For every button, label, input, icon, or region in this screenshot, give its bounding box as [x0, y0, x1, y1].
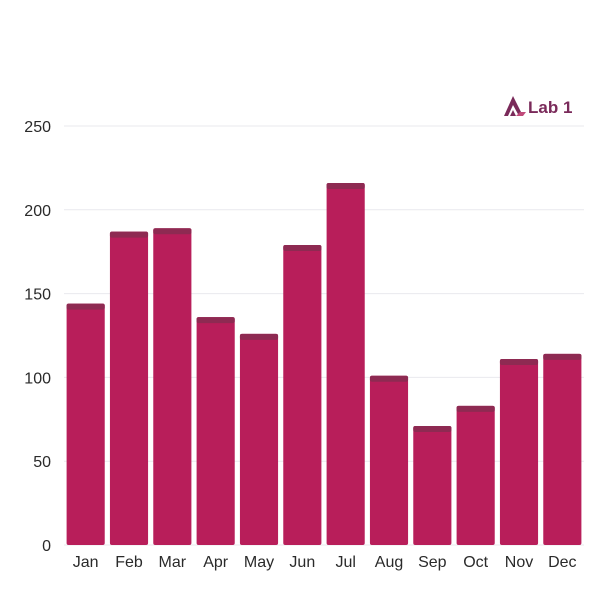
bar-cap-jan [66, 303, 105, 310]
x-tick-label: Oct [463, 554, 488, 571]
x-tick-label: Sep [418, 554, 447, 571]
bar-cap-mar [153, 228, 192, 235]
x-tick-label: Jun [289, 554, 315, 571]
bar-mar [153, 228, 192, 545]
bar-jul [326, 182, 365, 545]
bar-cap-feb [109, 231, 149, 238]
bar-cap-nov [499, 358, 539, 365]
bar-cap-oct [456, 405, 495, 412]
bar-cap-aug [369, 375, 409, 382]
bar-may [239, 333, 279, 545]
y-tick-label: 100 [24, 370, 51, 387]
brand-logo: Lab 1 [504, 96, 572, 117]
bar-apr [196, 317, 235, 545]
bar-cap-dec [543, 353, 582, 360]
lab-logo-icon-accent [516, 112, 526, 116]
bar-dec [543, 353, 582, 545]
lab-logo-icon [504, 96, 523, 116]
bar-jun [283, 244, 322, 545]
bar-nov [499, 358, 539, 545]
x-tick-label: Aug [375, 554, 403, 571]
x-tick-label: Mar [159, 554, 187, 571]
y-tick-label: 200 [24, 203, 51, 220]
brand-name: Lab 1 [528, 98, 572, 117]
bar-cap-apr [196, 317, 235, 324]
x-tick-label: Apr [203, 554, 229, 571]
bar-cap-may [239, 333, 279, 340]
bar-feb [109, 231, 149, 545]
x-tick-label: Jan [73, 554, 99, 571]
x-tick-labels: Jan Feb Mar Apr May Jun Jul Aug Sep Oct Nov Dec [73, 554, 577, 571]
bar-aug [369, 375, 409, 545]
bar-jan [66, 303, 105, 545]
x-tick-label: Jul [335, 554, 355, 571]
bar-cap-sep [413, 426, 452, 433]
y-tick-labels: 0 50 100 150 200 250 [24, 119, 51, 555]
y-tick-label: 0 [42, 538, 51, 555]
x-tick-label: Feb [115, 554, 143, 571]
bar-cap-jul [326, 182, 365, 189]
grid-layer [64, 125, 584, 546]
y-tick-label: 150 [24, 287, 51, 304]
bar-sep [413, 426, 452, 545]
x-tick-label: Dec [548, 554, 576, 571]
y-tick-label: 250 [24, 119, 51, 136]
bar-cap-jun [283, 244, 322, 251]
x-tick-label: May [244, 554, 274, 571]
y-tick-label: 50 [33, 454, 51, 471]
x-tick-label: Nov [505, 554, 533, 571]
bar-oct [456, 405, 495, 545]
bars-layer [66, 182, 582, 545]
